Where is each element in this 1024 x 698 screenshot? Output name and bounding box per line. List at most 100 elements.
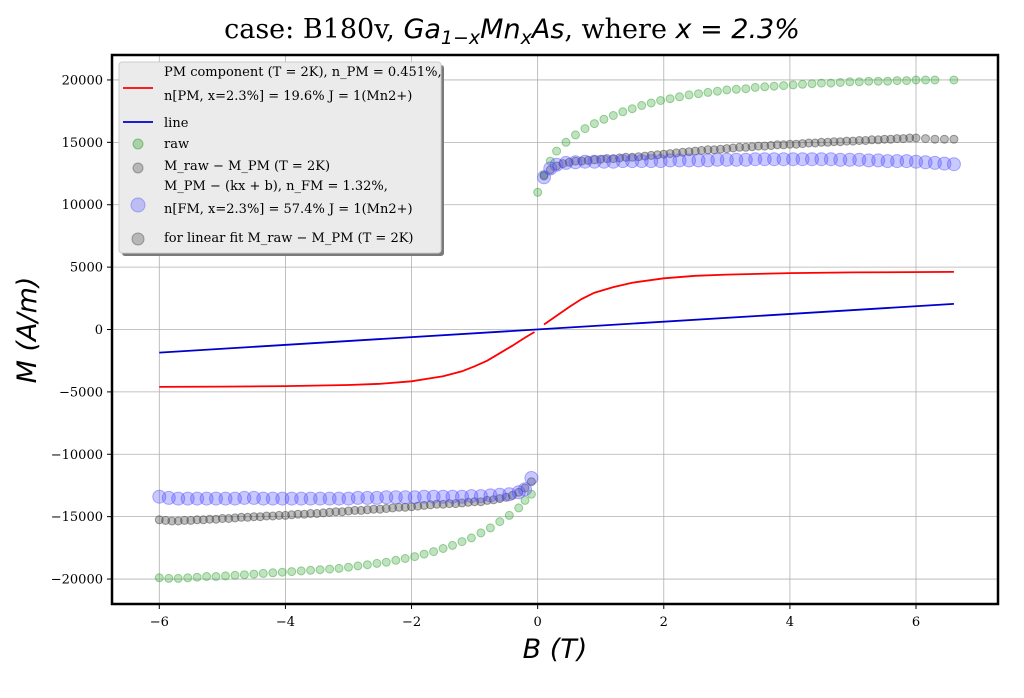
point-m-pm-kx-b: [265, 491, 280, 506]
x-tick-label: 0: [534, 615, 542, 630]
point-raw: [545, 156, 555, 166]
title-suffix: , where: [564, 14, 675, 45]
point-raw: [495, 517, 505, 527]
x-tick-label: −2: [402, 615, 421, 630]
point-raw: [656, 96, 666, 105]
point-m-raw-m-pm-t-2k: [678, 147, 688, 157]
point-raw: [826, 78, 836, 88]
point-m-raw-m-pm-t-2k: [205, 514, 215, 524]
point-raw: [268, 568, 278, 578]
point-m-raw-m-pm-t-2k: [312, 509, 322, 518]
point-m-pm-kx-b: [199, 491, 214, 506]
point-m-raw-m-pm-t-2k: [911, 133, 921, 143]
point-m-raw-m-pm-t-2k: [369, 504, 379, 514]
point-m-pm-kx-b: [899, 154, 914, 169]
point-m-raw-m-pm-t-2k: [886, 134, 896, 144]
point-m-pm-kx-b: [748, 152, 763, 167]
point-m-raw-m-pm-t-2k: [432, 499, 442, 509]
point-m-raw-m-pm-t-2k: [779, 140, 789, 150]
point-raw: [599, 114, 609, 124]
point-m-pm-kx-b: [473, 489, 488, 504]
axis-ticks: −6 −4 −2 0 2 4 6 −20000 −15000 −10000 −5000 0 5000 10…: [51, 73, 920, 630]
point-raw: [750, 82, 760, 92]
legend-marker-handle: [132, 138, 144, 150]
point-m-pm-kx-b: [606, 154, 621, 169]
point-m-raw-m-pm-t-2k: [192, 515, 202, 525]
point-m-pm-kx-b: [161, 490, 176, 505]
legend-label: M_raw − M_PM (T = 2K): [164, 159, 330, 174]
point-m-pm-kx-b: [738, 152, 753, 167]
point-m-pm-kx-b: [303, 491, 318, 506]
point-m-raw-m-pm-t-2k: [583, 155, 593, 165]
point-m-raw-m-pm-t-2k: [571, 156, 580, 166]
point-m-raw-m-pm-t-2k: [848, 136, 858, 146]
point-raw: [457, 537, 467, 547]
point-raw: [344, 562, 353, 572]
point-m-raw-m-pm-t-2k: [842, 136, 852, 146]
point-raw: [192, 572, 202, 582]
point-m-pm-kx-b: [445, 489, 460, 504]
point-m-pm-kx-b: [700, 153, 715, 168]
y-tick-label: −20000: [51, 573, 103, 588]
point-m-raw-m-pm-t-2k: [791, 139, 801, 149]
point-raw: [438, 544, 448, 553]
point-m-raw-m-pm-t-2k: [463, 497, 473, 507]
point-m-raw-m-pm-t-2k: [646, 150, 656, 160]
point-raw: [410, 552, 420, 562]
point-raw: [646, 98, 656, 108]
point-m-raw-m-pm-t-2k: [939, 134, 949, 144]
point-m-pm-kx-b: [209, 491, 223, 506]
y-tick-label: 0: [95, 323, 103, 338]
x-axis-label: B (T): [523, 634, 588, 665]
point-m-raw-m-pm-t-2k: [154, 515, 164, 525]
y-axis-label: M (A/m): [12, 277, 43, 384]
point-raw: [306, 565, 316, 575]
series-line-line: [159, 303, 954, 354]
point-m-pm-kx-b: [559, 155, 573, 170]
point-m-pm-kx-b: [518, 482, 532, 497]
point-m-raw-m-pm-t-2k: [760, 141, 770, 151]
point-raw: [419, 549, 429, 559]
point-m-pm-kx-b: [786, 152, 801, 167]
point-m-pm-kx-b: [691, 153, 706, 168]
point-m-raw-m-pm-t-2k: [350, 505, 360, 515]
point-m-pm-kx-b: [313, 491, 328, 506]
point-m-raw-m-pm-t-2k: [293, 509, 303, 519]
point-raw: [514, 503, 524, 513]
point-m-raw-m-pm-t-2k: [186, 515, 196, 525]
point-m-pm-kx-b: [369, 490, 384, 505]
y-tick-label: −5000: [59, 385, 103, 400]
legend-label: for linear fit M_raw − M_PM (T = 2K): [164, 231, 414, 246]
x-tick-label: 4: [786, 615, 794, 630]
point-m-pm-kx-b: [180, 491, 195, 506]
y-tick-label: 20000: [62, 73, 103, 88]
point-m-raw-m-pm-t-2k: [921, 134, 930, 144]
point-m-pm-kx-b: [852, 152, 867, 167]
point-raw: [561, 137, 571, 147]
point-m-raw-m-pm-t-2k: [690, 146, 700, 156]
point-m-pm-kx-b: [218, 491, 233, 506]
point-m-pm-kx-b: [890, 154, 905, 169]
x-tick-label: −4: [276, 615, 295, 630]
point-m-pm-kx-b: [823, 152, 838, 167]
grid: [112, 55, 998, 604]
point-m-raw-m-pm-t-2k: [898, 134, 908, 144]
point-m-pm-kx-b: [946, 157, 961, 172]
point-m-pm-kx-b: [537, 170, 551, 185]
point-m-raw-m-pm-t-2k: [873, 135, 883, 145]
point-m-raw-m-pm-t-2k: [167, 516, 177, 526]
point-m-pm-kx-b: [543, 161, 558, 176]
point-raw: [372, 558, 382, 568]
point-raw: [684, 90, 694, 100]
point-m-raw-m-pm-t-2k: [703, 145, 713, 155]
x-tick-label: 2: [660, 615, 668, 630]
point-raw: [589, 119, 599, 129]
point-m-raw-m-pm-t-2k: [388, 503, 398, 513]
point-raw: [694, 89, 703, 99]
point-m-raw-m-pm-t-2k: [318, 508, 328, 518]
point-raw: [504, 510, 514, 520]
point-raw: [239, 570, 249, 580]
point-raw: [362, 560, 372, 570]
point-m-raw-m-pm-t-2k: [735, 142, 744, 152]
point-m-pm-kx-b: [937, 156, 952, 171]
